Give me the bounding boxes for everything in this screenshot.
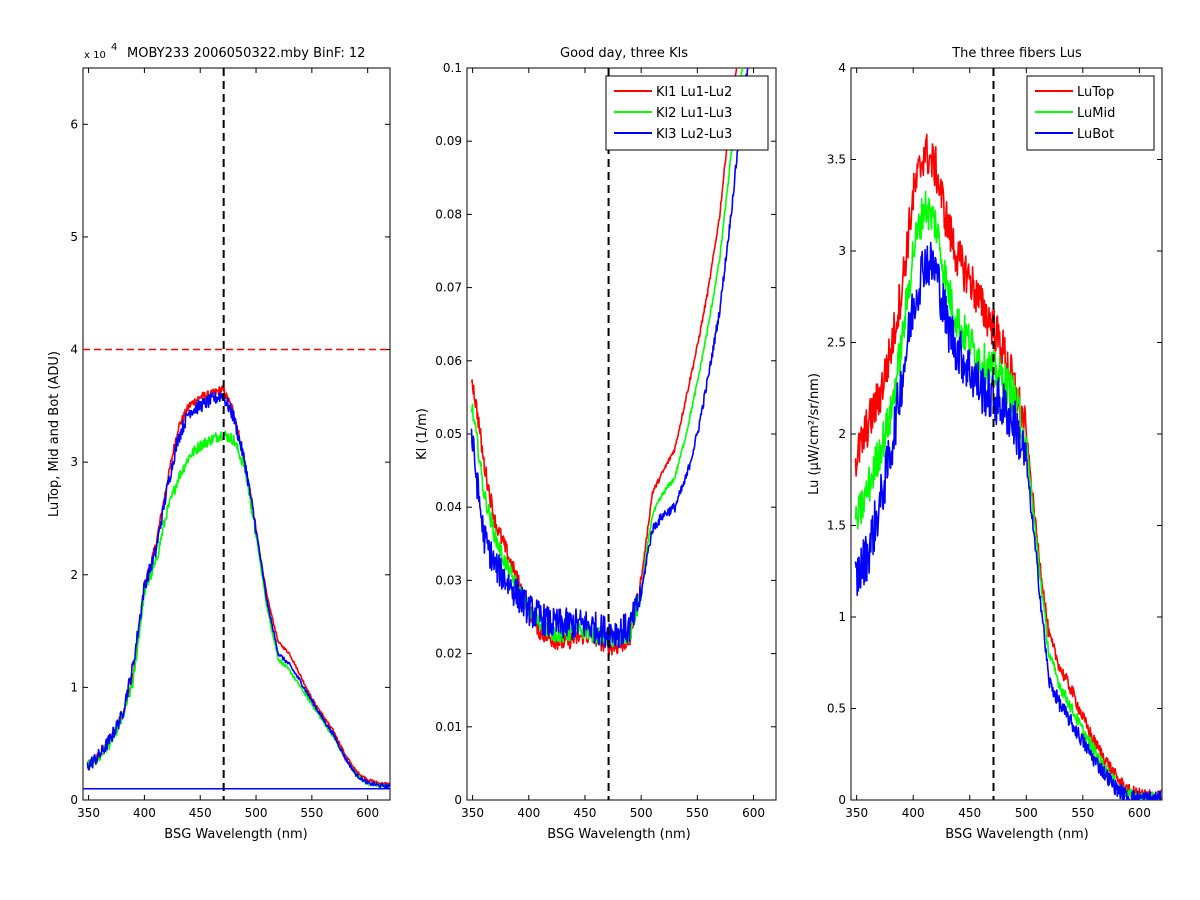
x-tick-label: 600 <box>356 806 379 820</box>
y-axis-label: Lu (µW/cm²/sr/nm) <box>807 373 822 495</box>
x-tick-label: 350 <box>461 806 484 820</box>
kl-panel: Good day, three Kls BSG Wavelength (nm) … <box>415 46 777 842</box>
series-line <box>854 241 1162 800</box>
x-tick-label: 550 <box>686 806 709 820</box>
y-axis-label: Kl (1/m) <box>415 408 430 460</box>
x-tick-label: 350 <box>77 806 100 820</box>
lu-adu-panel: MOBY233 2006050322.mby BinF: 12 x 10 4 B… <box>47 42 391 842</box>
y-tick-label: 1 <box>838 610 846 624</box>
y-tick-label: 1 <box>70 680 78 694</box>
y-tick-label: 0.09 <box>435 134 462 148</box>
series-line <box>470 68 749 649</box>
panel-title: MOBY233 2006050322.mby BinF: 12 <box>127 46 365 61</box>
legend-label: Kl2 Lu1-Lu3 <box>656 106 732 121</box>
x-tick-label: 550 <box>1071 806 1094 820</box>
series-line <box>86 391 390 789</box>
x-tick-label: 600 <box>742 806 765 820</box>
y-tick-label: 0.06 <box>435 354 462 368</box>
plot-area <box>854 68 1162 800</box>
series-line <box>854 190 1162 800</box>
series-line <box>854 133 1162 800</box>
x-tick-label: 500 <box>1015 806 1038 820</box>
x-tick-label: 450 <box>574 806 597 820</box>
y-tick-label: 0.04 <box>435 500 462 514</box>
legend-label: LuBot <box>1077 127 1114 142</box>
y-axis-label: LuTop, Mid and Bot (ADU) <box>47 351 62 517</box>
axes-frame <box>466 67 777 801</box>
lu-fibers-panel: The three fibers Lus BSG Wavelength (nm)… <box>807 46 1163 842</box>
y-tick-label: 0.08 <box>435 207 462 221</box>
x-axis-label: BSG Wavelength (nm) <box>164 827 307 842</box>
axes-frame <box>82 67 391 801</box>
y-tick-label: 4 <box>70 343 78 357</box>
x-tick-label: 450 <box>958 806 981 820</box>
legend-label: LuTop <box>1077 85 1114 100</box>
y-tick-label: 4 <box>838 61 846 75</box>
x-tick-label: 400 <box>133 806 156 820</box>
y-tick-label: 0 <box>70 793 78 807</box>
x-axis-label: BSG Wavelength (nm) <box>945 827 1088 842</box>
legend: Kl1 Lu1-Lu2 Kl2 Lu1-Lu3 Kl3 Lu2-Lu3 <box>605 75 769 151</box>
x-tick-label: 600 <box>1128 806 1151 820</box>
y-tick-label: 1.5 <box>827 519 846 533</box>
x-tick-label: 400 <box>517 806 540 820</box>
y-tick-label: 0.5 <box>827 702 846 716</box>
panel-title: Good day, three Kls <box>560 46 688 61</box>
y-tick-label: 3 <box>838 244 846 258</box>
y-tick-label: 0.03 <box>435 573 462 587</box>
x-tick-label: 500 <box>630 806 653 820</box>
exponent-power: 4 <box>111 42 117 53</box>
panel-title: The three fibers Lus <box>951 46 1082 61</box>
y-tick-label: 2 <box>838 427 846 441</box>
y-tick-label: 0.07 <box>435 281 462 295</box>
y-tick-label: 0.01 <box>435 720 462 734</box>
plot-area <box>470 68 749 800</box>
y-tick-label: 3.5 <box>827 153 846 167</box>
y-tick-label: 0.02 <box>435 647 462 661</box>
legend-label: Kl1 Lu1-Lu2 <box>656 85 732 100</box>
x-tick-label: 550 <box>300 806 323 820</box>
y-tick-label: 5 <box>70 230 78 244</box>
y-tick-label: 2 <box>70 568 78 582</box>
series-line <box>86 430 390 788</box>
y-tick-label: 0 <box>454 793 462 807</box>
x-tick-label: 500 <box>245 806 268 820</box>
plot-area <box>83 68 390 800</box>
y-tick-label: 0.1 <box>443 61 462 75</box>
legend-label: Kl3 Lu2-Lu3 <box>656 127 732 142</box>
legend: LuTop LuMid LuBot <box>1026 75 1155 151</box>
x-axis-label: BSG Wavelength (nm) <box>547 827 690 842</box>
y-tick-label: 2.5 <box>827 336 846 350</box>
series-line <box>86 385 390 786</box>
x-tick-label: 350 <box>845 806 868 820</box>
legend-label: LuMid <box>1077 106 1115 121</box>
x-tick-label: 400 <box>902 806 925 820</box>
exponent-label: x 10 <box>84 50 106 61</box>
x-tick-label: 450 <box>189 806 212 820</box>
y-tick-label: 6 <box>70 117 78 131</box>
y-tick-label: 0.05 <box>435 427 462 441</box>
y-tick-label: 0 <box>838 793 846 807</box>
y-tick-label: 3 <box>70 455 78 469</box>
